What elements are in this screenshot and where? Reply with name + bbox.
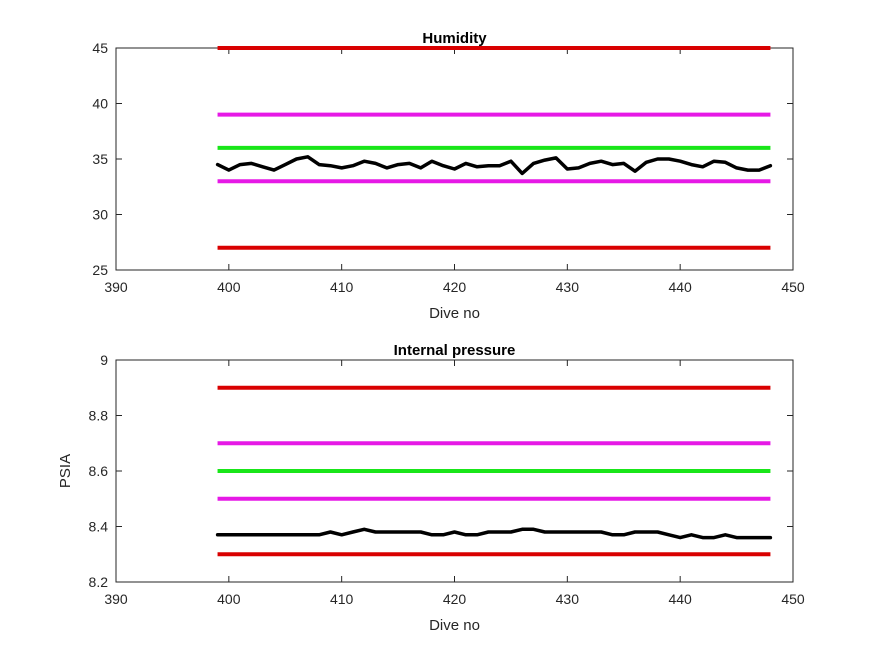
y-tick-label: 8.6 — [89, 463, 109, 479]
subplot-2: 390 400 410 420 430 440 450 8.2 8.4 8.6 8.8 9 Intern… — [57, 342, 805, 634]
x-tick-label: 410 — [330, 279, 354, 295]
x-tick-label: 440 — [668, 591, 692, 607]
x-tick-label: 430 — [556, 591, 580, 607]
data-series-line-1 — [215, 527, 773, 540]
y-tick-label: 8.4 — [89, 519, 109, 535]
chart-title: Internal pressure — [394, 342, 516, 359]
plot-area — [115, 47, 794, 271]
y-tick-label: 35 — [92, 151, 108, 167]
y-tick-label: 30 — [92, 207, 108, 223]
x-tick-label: 450 — [781, 591, 805, 607]
x-tick-label: 430 — [556, 279, 580, 295]
y-tick-label: 40 — [92, 96, 108, 112]
x-tick-label: 390 — [104, 591, 128, 607]
data-series-line-1 — [215, 155, 773, 176]
x-tick-label: 420 — [443, 591, 467, 607]
x-tick-label: 420 — [443, 279, 467, 295]
y-tick-label: 9 — [100, 352, 108, 368]
x-axis-label: Dive no — [429, 305, 480, 322]
y-tick-label: 45 — [92, 40, 108, 56]
subplot-1: 390 400 410 420 430 440 450 25 30 35 40 45 Humidity D… — [92, 30, 804, 322]
chart-title: Humidity — [422, 30, 487, 47]
x-tick-label: 400 — [217, 279, 241, 295]
y-tick-label: 8.2 — [89, 574, 109, 590]
x-tick-label: 450 — [781, 279, 805, 295]
x-tick-label: 410 — [330, 591, 354, 607]
x-tick-label: 440 — [668, 279, 692, 295]
x-axis-label: Dive no — [429, 617, 480, 634]
x-tick-label: 400 — [217, 591, 241, 607]
y-tick-label: 25 — [92, 262, 108, 278]
y-tick-label: 8.8 — [89, 408, 109, 424]
x-tick-label: 390 — [104, 279, 128, 295]
y-axis-label: PSIA — [57, 454, 74, 488]
